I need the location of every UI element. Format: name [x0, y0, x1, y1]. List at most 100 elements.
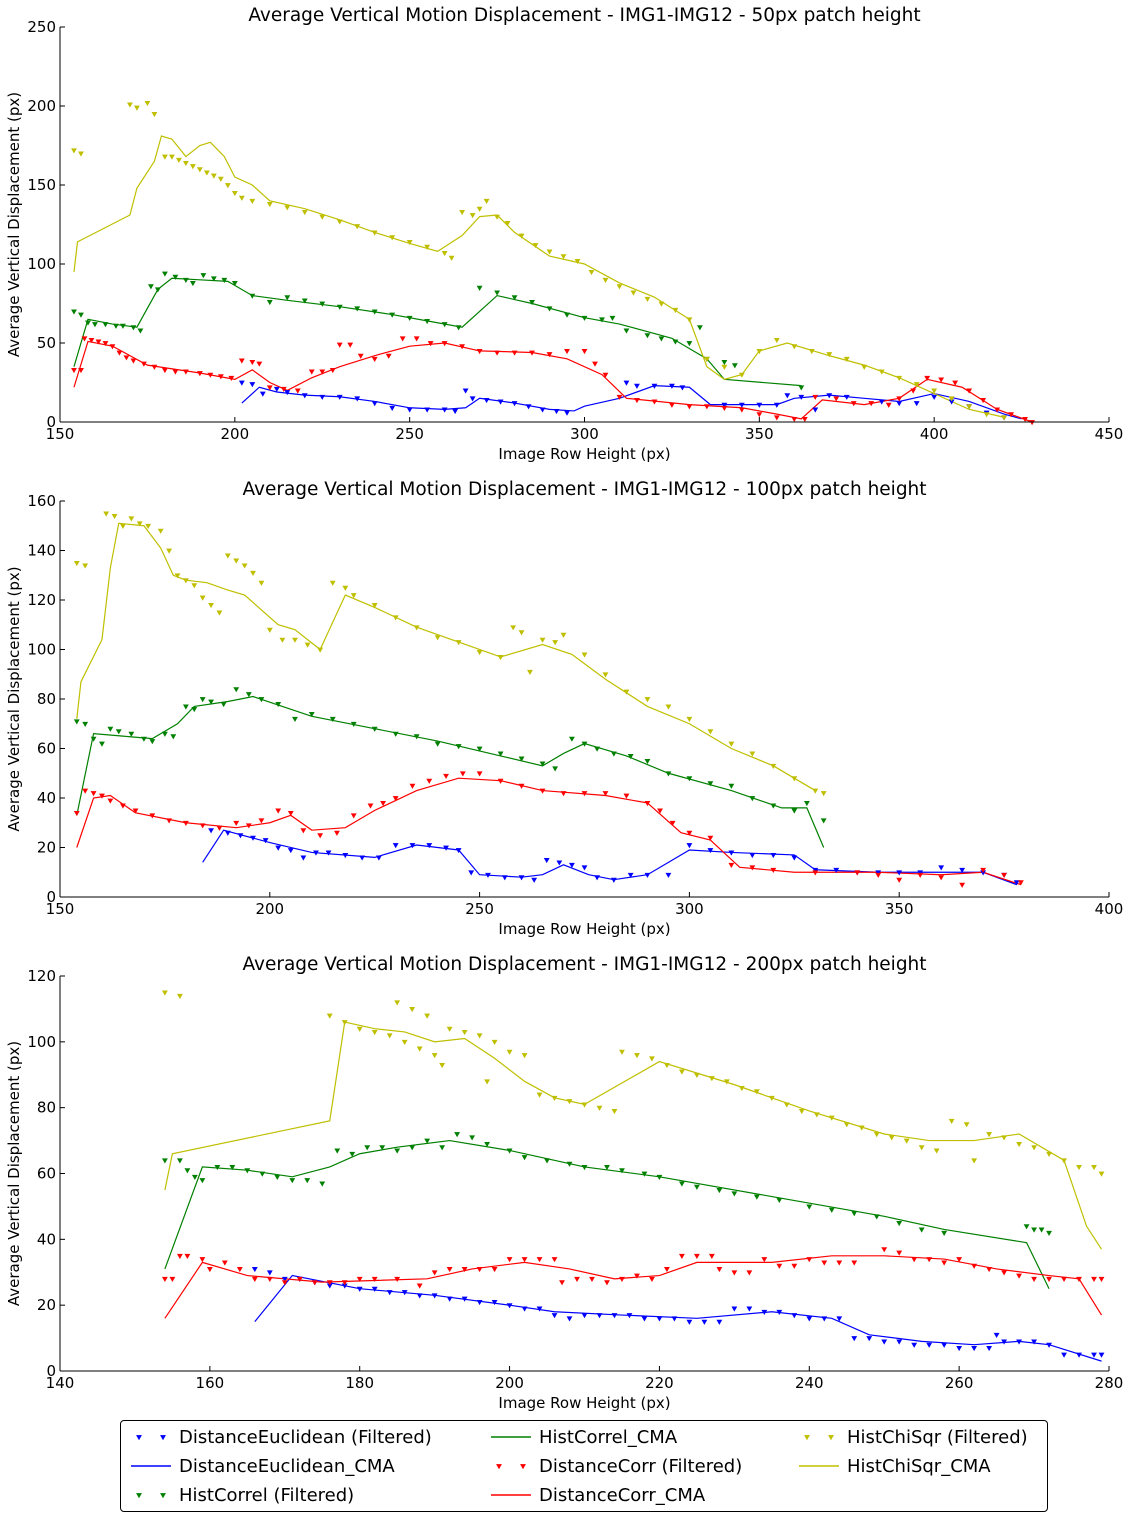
histcorrel-filtered-point: [90, 736, 97, 742]
histchisqr-filtered-point: [208, 603, 214, 609]
histchisqr-filtered-point: [623, 689, 630, 695]
histchisqr-filtered-point: [581, 1102, 588, 1108]
distancecorr-filtered-point: [392, 796, 399, 802]
x-axis-label: Image Row Height (px): [498, 445, 670, 463]
distancecorr-filtered-point: [266, 385, 273, 391]
distancecorr-filtered-point: [99, 793, 105, 799]
distanceeuclidean-filtered-point: [623, 380, 630, 386]
distancecorr-filtered-point: [546, 352, 553, 358]
distancecorr-filtered-point: [409, 783, 416, 789]
histcorrel-filtered-point: [424, 1138, 431, 1144]
y-tick-label: 60: [37, 1165, 56, 1183]
distanceeuclidean-filtered-point: [461, 1296, 468, 1302]
distanceeuclidean-filtered-point: [371, 401, 378, 407]
histchisqr-filtered-point: [238, 195, 245, 201]
histchisqr-filtered-point: [1076, 1165, 1082, 1171]
distancecorr-filtered-point: [602, 372, 609, 378]
distancecorr-filtered-point: [1076, 1276, 1082, 1283]
distancecorr-filtered-point: [78, 367, 84, 374]
distanceeuclidean-filtered-point: [878, 399, 885, 405]
histcorrel-filtered-point: [494, 290, 500, 296]
distanceeuclidean-filtered-point: [651, 383, 658, 389]
legend-entry: DistanceEuclidean (Filtered): [129, 1423, 432, 1451]
distancecorr-filtered-point: [446, 1267, 453, 1273]
histcorrel-cma-line: [73, 277, 802, 387]
histchisqr-filtered-point: [665, 704, 672, 710]
distanceeuclidean-filtered-point: [926, 1342, 933, 1348]
histcorrel-filtered-point: [249, 293, 256, 299]
histchisqr-filtered-point: [948, 1118, 955, 1125]
histcorrel-filtered-point: [552, 766, 559, 772]
distancecorr-filtered-point: [161, 1276, 168, 1283]
distancecorr-filtered-point: [564, 349, 570, 355]
distancecorr-filtered-point: [107, 798, 114, 804]
histchisqr-filtered-point: [392, 615, 399, 621]
histcorrel-filtered-point: [529, 300, 535, 306]
x-axis-label: Image Row Height (px): [498, 920, 670, 938]
histcorrel-cma-line: [164, 1139, 1050, 1289]
histchisqr-filtered-point: [616, 284, 623, 290]
histcorrel-filtered-point: [610, 751, 617, 757]
distancecorr-filtered-point: [850, 401, 857, 407]
histcorrel-filtered-point: [284, 295, 291, 301]
distanceeuclidean-filtered-point: [1076, 1352, 1082, 1358]
distancecorr-filtered-point: [1061, 1276, 1067, 1283]
distancecorr-filtered-point: [123, 355, 130, 361]
x-tick-label: 200: [221, 425, 250, 443]
distancecorr-cma-line: [164, 1255, 1103, 1319]
histchisqr-filtered-point: [721, 364, 728, 370]
distancecorr-filtered-point: [941, 1260, 948, 1266]
x-tick-label: 240: [795, 1374, 824, 1392]
histchisqr-filtered-point: [434, 635, 441, 641]
distanceeuclidean-filtered-point: [875, 870, 882, 876]
histcorrel-filtered-point: [73, 719, 80, 725]
distanceeuclidean-filtered-point: [738, 402, 745, 408]
distancecorr-filtered-point: [773, 415, 780, 421]
distancecorr-filtered-point: [911, 1257, 918, 1263]
histchisqr-filtered-point: [808, 349, 815, 355]
histchisqr-filtered-point: [461, 1030, 468, 1036]
distancecorr-filtered-point: [836, 1260, 843, 1266]
y-tick-label: 100: [27, 255, 56, 273]
histcorrel-filtered-point: [245, 692, 252, 698]
distancecorr-filtered-point: [821, 1260, 828, 1266]
histchisqr-filtered-point: [216, 610, 223, 616]
distanceeuclidean-filtered-point: [208, 828, 214, 834]
histcorrel-filtered-point: [107, 726, 114, 732]
distancecorr-filtered-point: [693, 1253, 700, 1259]
distancecorr-filtered-point: [431, 1270, 438, 1276]
distancecorr-filtered-point: [149, 813, 156, 819]
histchisqr-filtered-point: [1016, 1141, 1023, 1148]
distanceeuclidean-filtered-point: [770, 853, 777, 859]
histchisqr-filtered-point: [189, 164, 196, 170]
histcorrel-filtered-point: [319, 301, 326, 307]
distancecorr-filtered-point: [300, 828, 307, 834]
histcorrel-filtered-point: [798, 385, 805, 391]
histchisqr-filtered-point: [749, 751, 756, 757]
histcorrel-filtered-point: [184, 1168, 191, 1174]
distanceeuclidean-filtered-point: [833, 867, 840, 873]
distancecorr-filtered-point: [497, 778, 504, 784]
histcorrel-filtered-point: [521, 1155, 528, 1161]
legend-entry: DistanceCorr_CMA: [489, 1481, 705, 1509]
histchisqr-filtered-point: [963, 1122, 970, 1128]
histcorrel-filtered-point: [941, 1230, 948, 1236]
distanceeuclidean-filtered-point: [416, 1293, 423, 1299]
distancecorr-filtered-point: [506, 1257, 513, 1263]
distancecorr-filtered-point: [88, 337, 95, 344]
histchisqr-filtered-point: [424, 244, 431, 250]
x-tick-label: 280: [1095, 1374, 1124, 1392]
histcorrel-filtered-point: [604, 1165, 610, 1171]
histchisqr-filtered-point: [292, 637, 298, 643]
x-tick-label: 200: [255, 900, 284, 918]
histcorrel-filtered-point: [623, 328, 630, 334]
distanceeuclidean-filtered-point: [611, 1313, 618, 1319]
histchisqr-filtered-point: [431, 1053, 438, 1059]
distanceeuclidean-filtered-point: [806, 1316, 813, 1322]
x-tick-label: 350: [745, 425, 774, 443]
histchisqr-filtered-point: [931, 388, 938, 394]
distanceeuclidean-filtered-point: [896, 870, 903, 876]
histcorrel-filtered-point: [334, 1148, 341, 1154]
histcorrel-filtered-point: [716, 1188, 723, 1194]
legend-swatch-markers-blue-icon: [136, 1435, 166, 1441]
